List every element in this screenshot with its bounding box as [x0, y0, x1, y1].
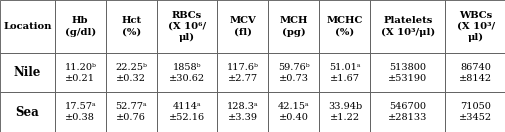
- Text: Location: Location: [3, 22, 52, 31]
- Text: 59.76ᵇ
±0.73: 59.76ᵇ ±0.73: [278, 63, 309, 83]
- Bar: [268, 92, 319, 132]
- Text: 86740
±8142: 86740 ±8142: [458, 63, 491, 83]
- Bar: [55, 53, 106, 92]
- Bar: [444, 0, 505, 53]
- Bar: [319, 53, 370, 92]
- Text: Nile: Nile: [14, 66, 41, 79]
- Bar: [106, 53, 157, 92]
- Bar: [217, 0, 268, 53]
- Text: Hb
(g/dl): Hb (g/dl): [65, 16, 95, 37]
- Text: Sea: Sea: [16, 106, 39, 119]
- Text: 4114ᵃ
±52.16: 4114ᵃ ±52.16: [169, 102, 205, 122]
- Bar: [444, 53, 505, 92]
- Bar: [106, 0, 157, 53]
- Bar: [0, 0, 55, 53]
- Bar: [157, 92, 217, 132]
- Bar: [55, 0, 106, 53]
- Bar: [370, 0, 444, 53]
- Text: WBCs
(X 10³/
μl): WBCs (X 10³/ μl): [456, 11, 494, 42]
- Bar: [0, 92, 55, 132]
- Text: 33.94b
±1.22: 33.94b ±1.22: [327, 102, 362, 122]
- Text: 513800
±53190: 513800 ±53190: [388, 63, 427, 83]
- Bar: [157, 0, 217, 53]
- Bar: [217, 92, 268, 132]
- Bar: [268, 53, 319, 92]
- Text: 117.6ᵇ
±2.77: 117.6ᵇ ±2.77: [227, 63, 259, 83]
- Bar: [444, 92, 505, 132]
- Text: 1858ᵇ
±30.62: 1858ᵇ ±30.62: [169, 63, 205, 83]
- Text: Hct
(%): Hct (%): [121, 16, 141, 36]
- Text: MCH
(pg): MCH (pg): [279, 16, 308, 37]
- Text: RBCs
(X 10⁶/
μl): RBCs (X 10⁶/ μl): [168, 11, 206, 42]
- Bar: [157, 53, 217, 92]
- Text: 11.20ᵇ
±0.21: 11.20ᵇ ±0.21: [64, 63, 96, 83]
- Text: 52.77ᵃ
±0.76: 52.77ᵃ ±0.76: [115, 102, 147, 122]
- Text: MCV
(fl): MCV (fl): [229, 16, 256, 36]
- Bar: [370, 92, 444, 132]
- Bar: [268, 0, 319, 53]
- Text: 71050
±3452: 71050 ±3452: [458, 102, 491, 122]
- Text: MCHC
(%): MCHC (%): [326, 16, 363, 36]
- Text: Platelets
(X 10³/μl): Platelets (X 10³/μl): [380, 16, 434, 37]
- Bar: [0, 53, 55, 92]
- Bar: [217, 53, 268, 92]
- Bar: [370, 53, 444, 92]
- Bar: [106, 92, 157, 132]
- Text: 42.15ᵃ
±0.40: 42.15ᵃ ±0.40: [278, 102, 309, 122]
- Bar: [55, 92, 106, 132]
- Bar: [319, 92, 370, 132]
- Text: 17.57ᵃ
±0.38: 17.57ᵃ ±0.38: [64, 102, 96, 122]
- Text: 128.3ᵃ
±3.39: 128.3ᵃ ±3.39: [227, 102, 258, 122]
- Bar: [319, 0, 370, 53]
- Text: 22.25ᵇ
±0.32: 22.25ᵇ ±0.32: [115, 63, 147, 83]
- Text: 51.01ᵃ
±1.67: 51.01ᵃ ±1.67: [329, 63, 360, 83]
- Text: 546700
±28133: 546700 ±28133: [387, 102, 427, 122]
